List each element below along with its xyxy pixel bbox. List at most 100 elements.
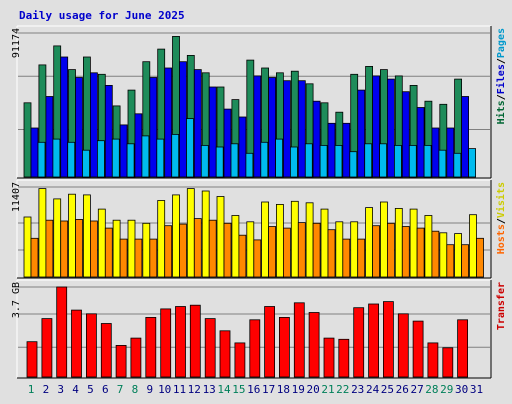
visits-bar-visits-day-26 xyxy=(394,207,403,278)
hits-bar-files-day-24 xyxy=(372,75,381,178)
visits-bar-hosts-day-11 xyxy=(179,223,187,278)
visits-bar-hosts-day-22 xyxy=(342,238,351,278)
hits-bar-pages-day-5 xyxy=(97,140,105,178)
x-tick-label-day-25: 25 xyxy=(381,383,394,396)
visits-bar-hosts-day-29 xyxy=(446,244,455,278)
visits-bar-hosts-day-26 xyxy=(401,226,410,278)
hits-bar-pages-day-16 xyxy=(260,141,269,178)
visits-bar-hosts-day-20 xyxy=(312,222,321,278)
hits-bar-files-day-15 xyxy=(238,116,247,178)
x-tick-label-day-13: 13 xyxy=(203,383,216,396)
x-tick-label-day-14: 14 xyxy=(217,383,231,396)
hits-bar-pages-day-15 xyxy=(245,152,254,178)
visits-bar-visits-day-30 xyxy=(454,233,463,278)
hits-bar-files-day-4 xyxy=(75,77,83,178)
x-tick-label-day-5: 5 xyxy=(87,383,94,396)
visits-bar-visits-day-15 xyxy=(231,215,240,278)
x-tick-label-day-22: 22 xyxy=(336,383,349,396)
x-tick-label-day-29: 29 xyxy=(440,383,453,396)
hits-bar-files-day-3 xyxy=(60,56,69,178)
hits-max-label: 91174 xyxy=(11,28,22,58)
hits-bar-files-day-22 xyxy=(342,122,351,178)
visits-bar-visits-day-4 xyxy=(68,193,76,278)
transfer-bar-transfer-day-23 xyxy=(353,307,365,378)
transfer-panel: 3.7 GB Transfer xyxy=(11,279,507,379)
visits-bar-visits-day-1 xyxy=(23,216,32,278)
x-tick-label-day-30: 30 xyxy=(455,383,468,396)
x-tick-label-day-3: 3 xyxy=(57,383,64,396)
visits-bar-hosts-day-12 xyxy=(193,218,202,278)
hits-legend-part: / xyxy=(496,94,507,100)
hits-bar-pages-day-9 xyxy=(156,138,165,178)
visits-bar-hosts-day-21 xyxy=(327,229,336,278)
hits-bar-pages-day-14 xyxy=(230,143,239,178)
x-tick-label-day-28: 28 xyxy=(425,383,438,396)
visits-bar-visits-day-21 xyxy=(320,208,329,278)
hits-bar-files-day-20 xyxy=(312,100,321,178)
visits-bar-visits-day-18 xyxy=(275,203,284,278)
visits-bar-hosts-day-25 xyxy=(386,222,395,278)
visits-bar-visits-day-5 xyxy=(83,194,91,278)
hits-bar-files-day-21 xyxy=(327,122,336,178)
transfer-bar-transfer-day-7 xyxy=(115,344,127,378)
visits-legend-part: Visits xyxy=(495,182,507,218)
x-tick-label-day-10: 10 xyxy=(158,383,171,396)
visits-bar-hosts-day-27 xyxy=(416,227,425,278)
visits-bar-hosts-day-7 xyxy=(119,238,128,278)
visits-legend-label: Hosts/Visits xyxy=(495,182,507,254)
transfer-bar-transfer-day-12 xyxy=(189,304,201,378)
transfer-bar-transfer-day-28 xyxy=(427,342,439,378)
visits-bar-visits-day-8 xyxy=(127,219,136,278)
visits-bar-visits-day-14 xyxy=(216,196,225,278)
transfer-bar-transfer-day-14 xyxy=(219,330,231,378)
visits-bar-visits-day-2 xyxy=(38,188,47,278)
hits-bar-files-day-10 xyxy=(164,67,173,178)
hits-legend-part: Hits xyxy=(495,100,507,124)
visits-bar-visits-day-28 xyxy=(424,215,433,278)
transfer-bar-transfer-day-3 xyxy=(56,286,68,378)
transfer-bar-transfer-day-22 xyxy=(338,338,350,378)
x-tick-label-day-4: 4 xyxy=(72,383,79,396)
visits-bar-hosts-day-1 xyxy=(30,237,39,278)
transfer-bar-transfer-day-6 xyxy=(100,323,112,378)
x-tick-label-day-16: 16 xyxy=(247,383,260,396)
hits-bar-files-day-26 xyxy=(401,91,410,178)
transfer-bar-transfer-day-30 xyxy=(457,319,469,378)
hits-legend-part: / xyxy=(496,58,507,64)
hits-bar-pages-day-12 xyxy=(200,144,209,178)
x-tick-label-day-24: 24 xyxy=(366,383,380,396)
visits-bar-visits-day-3 xyxy=(53,198,62,278)
visits-bar-visits-day-25 xyxy=(379,201,388,278)
visits-bar-visits-day-11 xyxy=(172,194,180,278)
visits-bar-hosts-day-3 xyxy=(60,220,69,278)
x-tick-label-day-18: 18 xyxy=(277,383,290,396)
transfer-bar-transfer-day-18 xyxy=(278,316,290,378)
visits-bar-hosts-day-19 xyxy=(297,222,306,278)
hits-bar-pages-day-8 xyxy=(141,135,150,178)
transfer-bar-transfer-day-24 xyxy=(368,303,380,378)
hits-bar-files-day-12 xyxy=(193,69,202,178)
visits-bar-hosts-day-5 xyxy=(90,220,98,278)
x-tick-label-day-7: 7 xyxy=(117,383,124,396)
transfer-bar-transfer-day-4 xyxy=(71,309,82,378)
transfer-bar-transfer-day-27 xyxy=(412,320,424,378)
visits-bar-hosts-day-23 xyxy=(357,238,366,278)
hits-bar-files-day-1 xyxy=(30,127,39,178)
hits-bar-pages-day-28 xyxy=(438,149,447,178)
hits-bar-files-day-5 xyxy=(90,72,98,178)
x-tick-label-day-6: 6 xyxy=(102,383,109,396)
visits-bar-visits-day-31 xyxy=(469,214,477,278)
transfer-bar-transfer-day-26 xyxy=(397,313,409,378)
transfer-bar-transfer-day-1 xyxy=(26,341,38,378)
hits-bar-files-day-27 xyxy=(416,107,425,178)
hits-bar-hits-day-1 xyxy=(23,102,32,178)
x-tick-label-day-15: 15 xyxy=(232,383,245,396)
x-tick-label-day-9: 9 xyxy=(146,383,153,396)
transfer-bar-transfer-day-8 xyxy=(130,337,142,378)
visits-bar-hosts-day-24 xyxy=(372,225,381,278)
visits-legend-part: / xyxy=(496,218,507,224)
hits-bar-pages-day-30 xyxy=(468,148,477,178)
hits-bar-files-day-23 xyxy=(357,89,366,178)
hits-legend-part: Pages xyxy=(496,28,507,58)
visits-bar-hosts-day-18 xyxy=(282,227,291,278)
